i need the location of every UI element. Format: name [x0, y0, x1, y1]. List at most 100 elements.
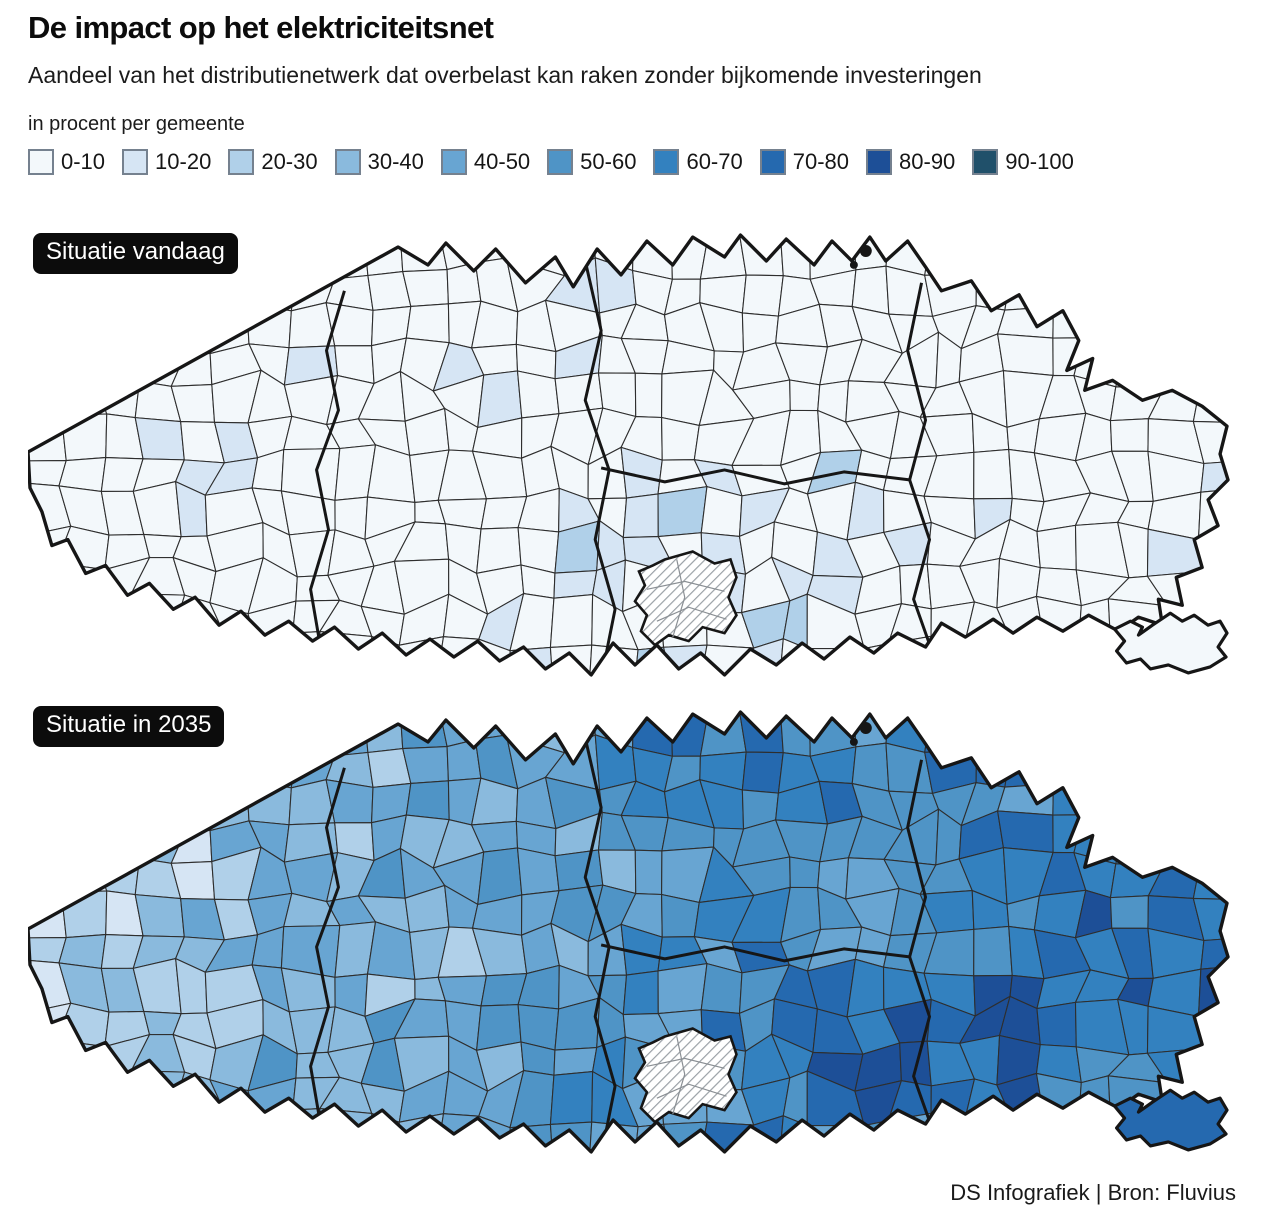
municipality — [1109, 418, 1149, 452]
municipality — [789, 856, 821, 889]
municipality — [134, 417, 185, 461]
municipality — [1045, 744, 1093, 785]
municipality — [28, 600, 74, 642]
municipality — [28, 337, 63, 386]
municipality — [1078, 1110, 1130, 1152]
municipality — [253, 235, 297, 271]
municipality — [516, 847, 560, 896]
legend-label: 70-80 — [792, 149, 850, 174]
municipality — [288, 1006, 336, 1055]
municipality — [1146, 300, 1206, 343]
municipality — [28, 268, 70, 306]
municipality — [70, 1077, 96, 1127]
municipality — [699, 712, 747, 757]
legend-label: 90-100 — [1005, 149, 1074, 174]
municipality — [405, 780, 450, 821]
legend-item-40-50: 40-50 — [440, 149, 531, 175]
municipality — [1004, 749, 1054, 788]
municipality — [28, 745, 70, 783]
municipality — [1112, 712, 1164, 754]
legend-label: 80-90 — [899, 149, 956, 174]
legend-item-10-20: 10-20 — [122, 149, 211, 175]
municipality — [132, 745, 190, 792]
municipality — [1045, 235, 1093, 275]
municipality — [857, 642, 889, 675]
brussels-inner-border — [656, 1083, 727, 1099]
municipality — [130, 593, 186, 637]
municipality — [1084, 744, 1125, 782]
page-subtitle: Aandeel van het distributienetwerk dat o… — [28, 62, 982, 88]
map-label-2035: Situatie in 2035 — [33, 706, 225, 747]
municipality — [28, 814, 63, 863]
municipality — [925, 1112, 975, 1152]
municipality — [471, 712, 519, 741]
municipality — [212, 630, 256, 675]
municipality — [1044, 642, 1089, 675]
municipality — [212, 1107, 256, 1152]
municipality — [28, 776, 65, 831]
brussels-hatched-region — [633, 550, 738, 647]
municipality — [924, 235, 978, 276]
municipality — [1190, 300, 1229, 342]
legend-label: 50-60 — [580, 149, 637, 174]
municipality — [1146, 333, 1206, 389]
municipality — [1190, 777, 1229, 819]
municipality — [28, 562, 74, 615]
legend-item-20-30: 20-30 — [228, 149, 318, 175]
municipality — [28, 856, 62, 900]
municipality — [222, 733, 255, 782]
municipality — [93, 1070, 134, 1127]
legend-swatch — [334, 149, 361, 175]
municipality — [244, 632, 294, 675]
municipality — [554, 372, 604, 415]
municipality — [28, 1077, 74, 1119]
municipality — [132, 294, 187, 354]
municipality — [1197, 486, 1229, 541]
choropleth-today — [28, 233, 1230, 677]
legend-item-90-100: 90-100 — [972, 149, 1074, 175]
municipality — [1186, 712, 1229, 748]
municipality — [553, 569, 598, 599]
municipality — [93, 1109, 140, 1152]
municipality — [549, 1121, 593, 1152]
municipality — [253, 712, 297, 748]
municipality — [1122, 302, 1160, 349]
municipality — [973, 925, 1013, 977]
municipality — [93, 824, 151, 859]
legend-label: 40-50 — [473, 149, 531, 174]
municipality — [61, 771, 97, 826]
municipality — [882, 1112, 932, 1152]
municipality — [93, 632, 140, 675]
municipality — [65, 1115, 106, 1152]
legend-swatch — [547, 149, 574, 175]
municipality — [1122, 779, 1160, 826]
municipality — [998, 646, 1051, 675]
municipality — [997, 235, 1054, 280]
municipality — [1082, 297, 1127, 349]
municipality — [700, 962, 743, 1015]
municipality — [361, 712, 404, 754]
municipality — [741, 274, 784, 317]
municipality — [1186, 235, 1229, 271]
municipality — [323, 235, 369, 280]
municipality — [1115, 818, 1165, 866]
flanders-outline — [28, 233, 1230, 677]
municipality — [1082, 774, 1127, 826]
map-label-today: Situatie vandaag — [33, 233, 238, 274]
municipality — [471, 235, 519, 264]
municipality — [1078, 598, 1111, 644]
municipality — [134, 894, 185, 938]
map-today — [28, 230, 1232, 680]
municipality — [1045, 712, 1093, 752]
municipality — [1084, 267, 1125, 305]
border-enclave — [849, 737, 858, 746]
municipality — [882, 635, 932, 675]
brussels-inner-border — [672, 559, 686, 638]
municipality — [94, 752, 144, 773]
municipality — [405, 303, 450, 344]
municipality — [244, 1109, 294, 1152]
municipality — [1052, 297, 1086, 339]
voeren-exclave — [1112, 611, 1229, 675]
municipality — [1158, 745, 1193, 792]
municipality — [60, 337, 96, 381]
